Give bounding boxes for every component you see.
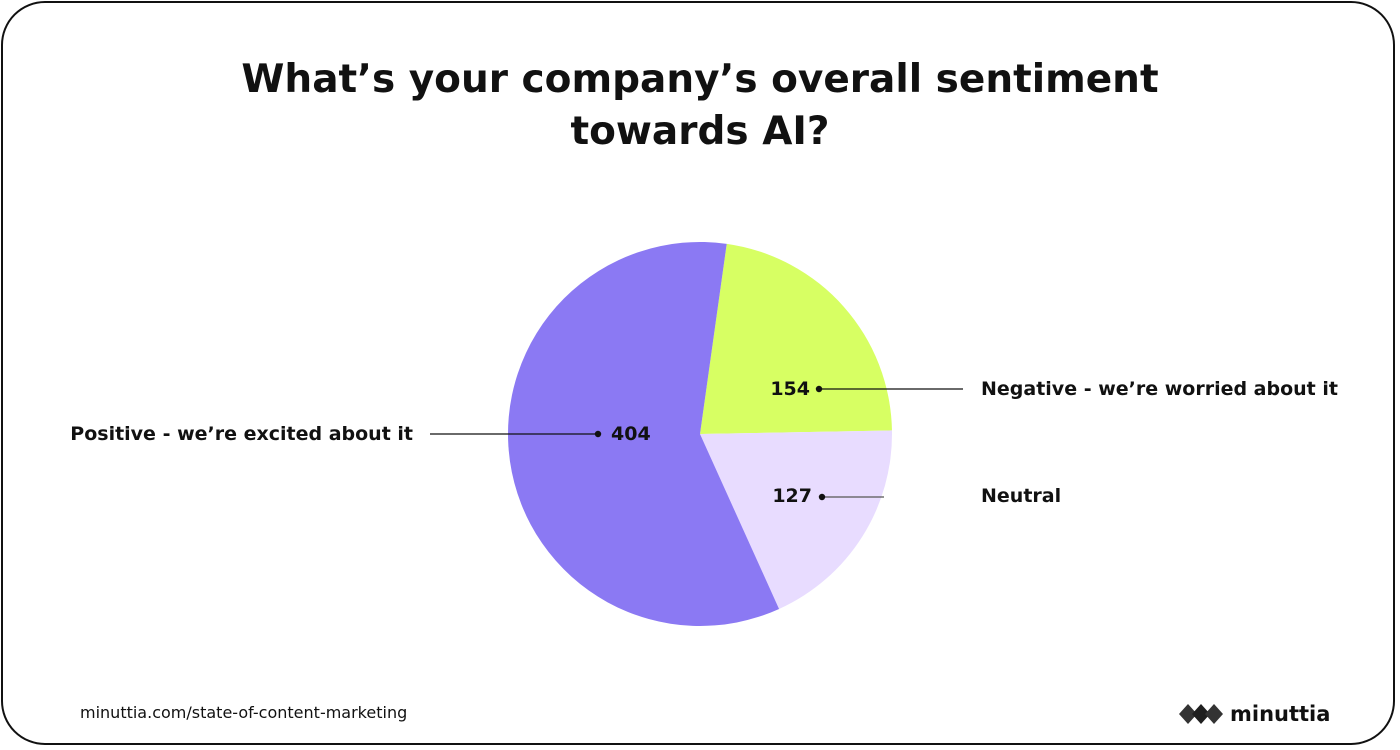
leader-dot-positive: [594, 430, 602, 438]
pie-slice-0: [700, 243, 892, 434]
pie-slices: [507, 242, 893, 627]
leader-dot-neutral: [818, 493, 826, 501]
source-url: minuttia.com/state-of-content-marketing: [80, 703, 408, 722]
chart-title: What’s your company’s overall sentiment …: [0, 54, 1400, 158]
value-label-neutral: 127: [772, 485, 812, 507]
brand-logo: minuttia: [1178, 700, 1330, 728]
value-label-positive: 404: [611, 423, 651, 445]
slice-annotation-negative: 154 Negative - we’re worried about it: [770, 378, 1338, 400]
brand-name: minuttia: [1230, 702, 1331, 726]
diamonds-logo-icon: [1179, 704, 1223, 724]
legend-label-neutral: Neutral: [981, 485, 1061, 507]
chart-title-line-1: What’s your company’s overall sentiment: [241, 57, 1159, 102]
leader-dot-negative: [815, 385, 823, 393]
slice-annotation-positive: 404 Positive - we’re excited about it: [70, 423, 650, 445]
pie-slice-2: [507, 242, 780, 627]
chart-title-line-2: towards AI?: [570, 109, 830, 154]
slice-annotation-neutral: 127 Neutral: [772, 485, 1061, 507]
legend-label-positive: Positive - we’re excited about it: [70, 423, 413, 445]
value-label-negative: 154: [770, 378, 810, 400]
pie-slice-1: [700, 430, 893, 609]
legend-label-negative: Negative - we’re worried about it: [981, 378, 1338, 400]
